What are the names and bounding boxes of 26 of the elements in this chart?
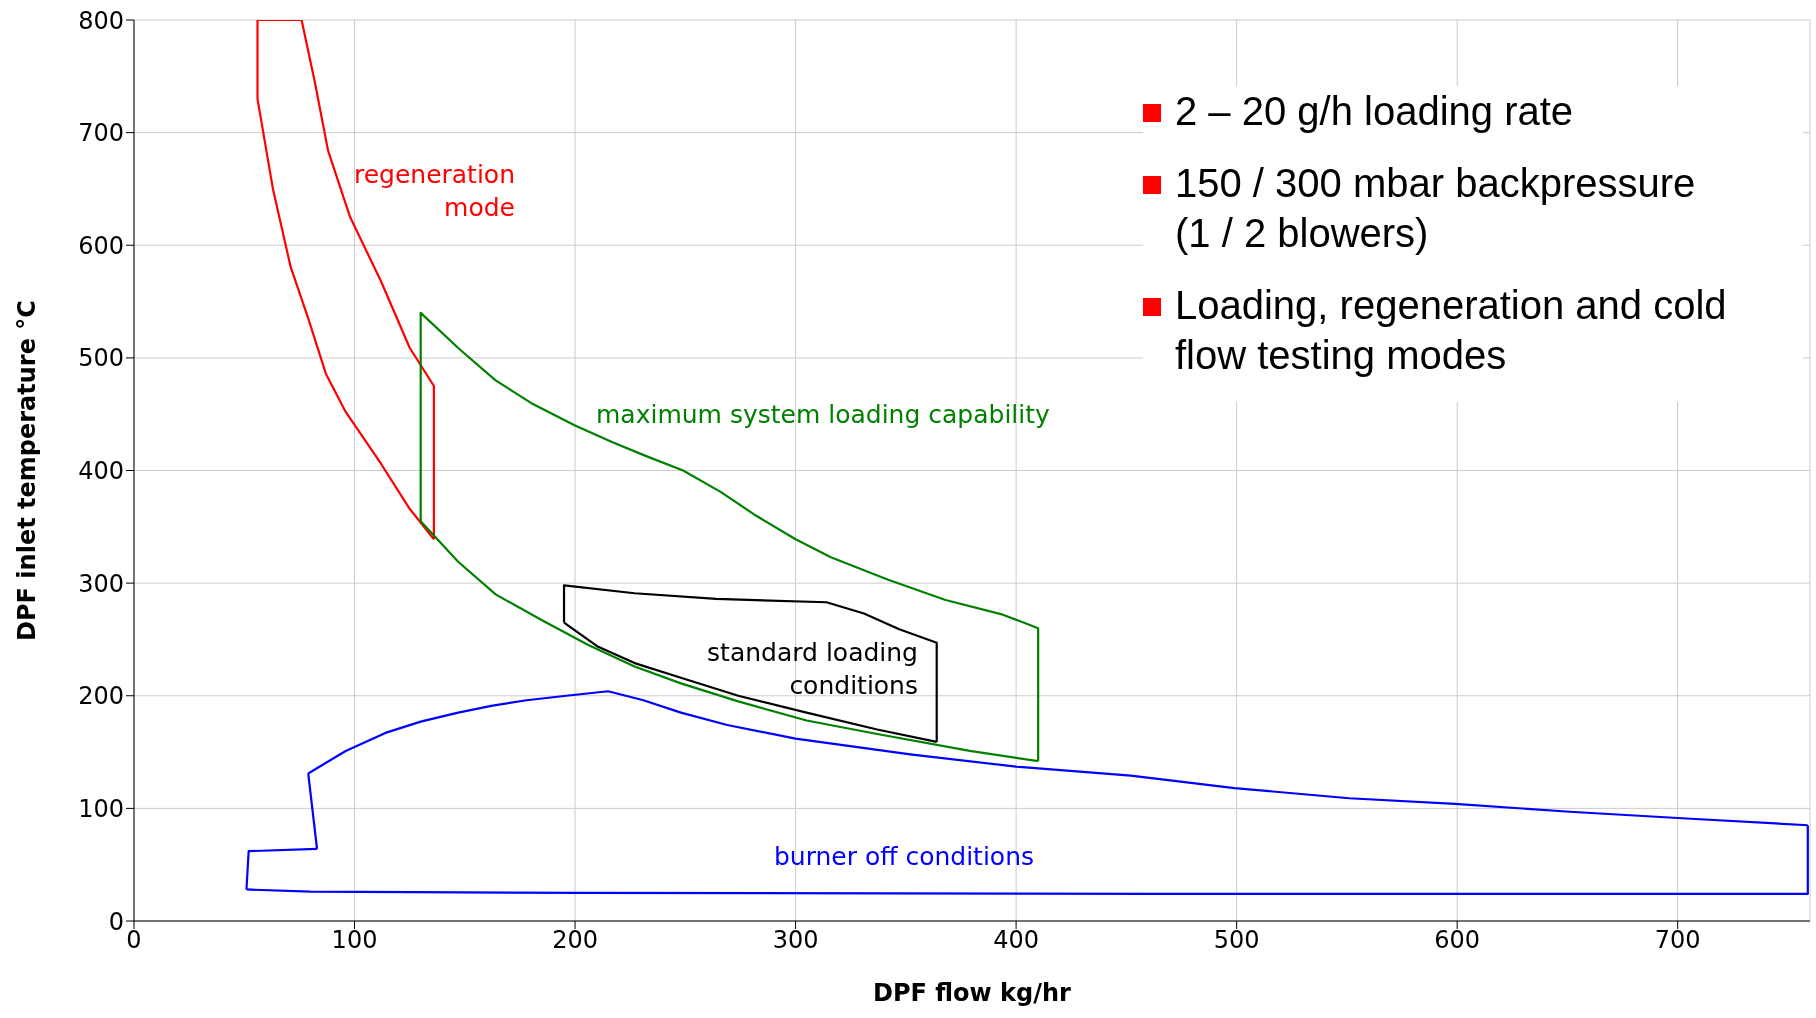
x-tick-label: 300 — [772, 926, 819, 955]
annotation: 2 – 20 g/h loading rate — [1175, 88, 1574, 135]
x-tick-label: 700 — [1654, 926, 1701, 955]
x-tick-label: 100 — [331, 926, 378, 955]
y-tick-label: 700 — [78, 119, 124, 148]
x-tick-label: 600 — [1434, 926, 1481, 955]
series-label: maximum system loading capability — [596, 399, 1051, 431]
y-tick-label: 0 — [108, 907, 124, 936]
y-tick-label: 800 — [78, 6, 124, 35]
series-label: regeneration mode — [352, 159, 515, 224]
series-label: burner off conditions — [772, 841, 1036, 873]
y-tick-label: 400 — [78, 457, 124, 486]
x-tick-label: 200 — [552, 926, 598, 955]
x-axis-title: DPF flow kg/hr — [873, 979, 1072, 1007]
y-axis-title: DPF inlet temperature °C — [12, 300, 41, 641]
y-tick-label: 200 — [78, 682, 124, 711]
y-tick-label: 500 — [78, 344, 124, 373]
annotation: Loading, regeneration and cold flow testing modes — [1175, 282, 1728, 379]
x-tick-label: 0 — [126, 926, 142, 955]
y-tick-label: 300 — [78, 569, 124, 598]
y-tick-label: 100 — [78, 794, 124, 823]
x-tick-label: 400 — [993, 926, 1040, 955]
series-label: standard loading conditions — [706, 637, 918, 702]
annotation: 150 / 300 mbar backpressure (1 / 2 blowers) — [1175, 160, 1696, 257]
x-tick-label: 500 — [1213, 926, 1260, 955]
y-tick-label: 600 — [78, 231, 124, 260]
